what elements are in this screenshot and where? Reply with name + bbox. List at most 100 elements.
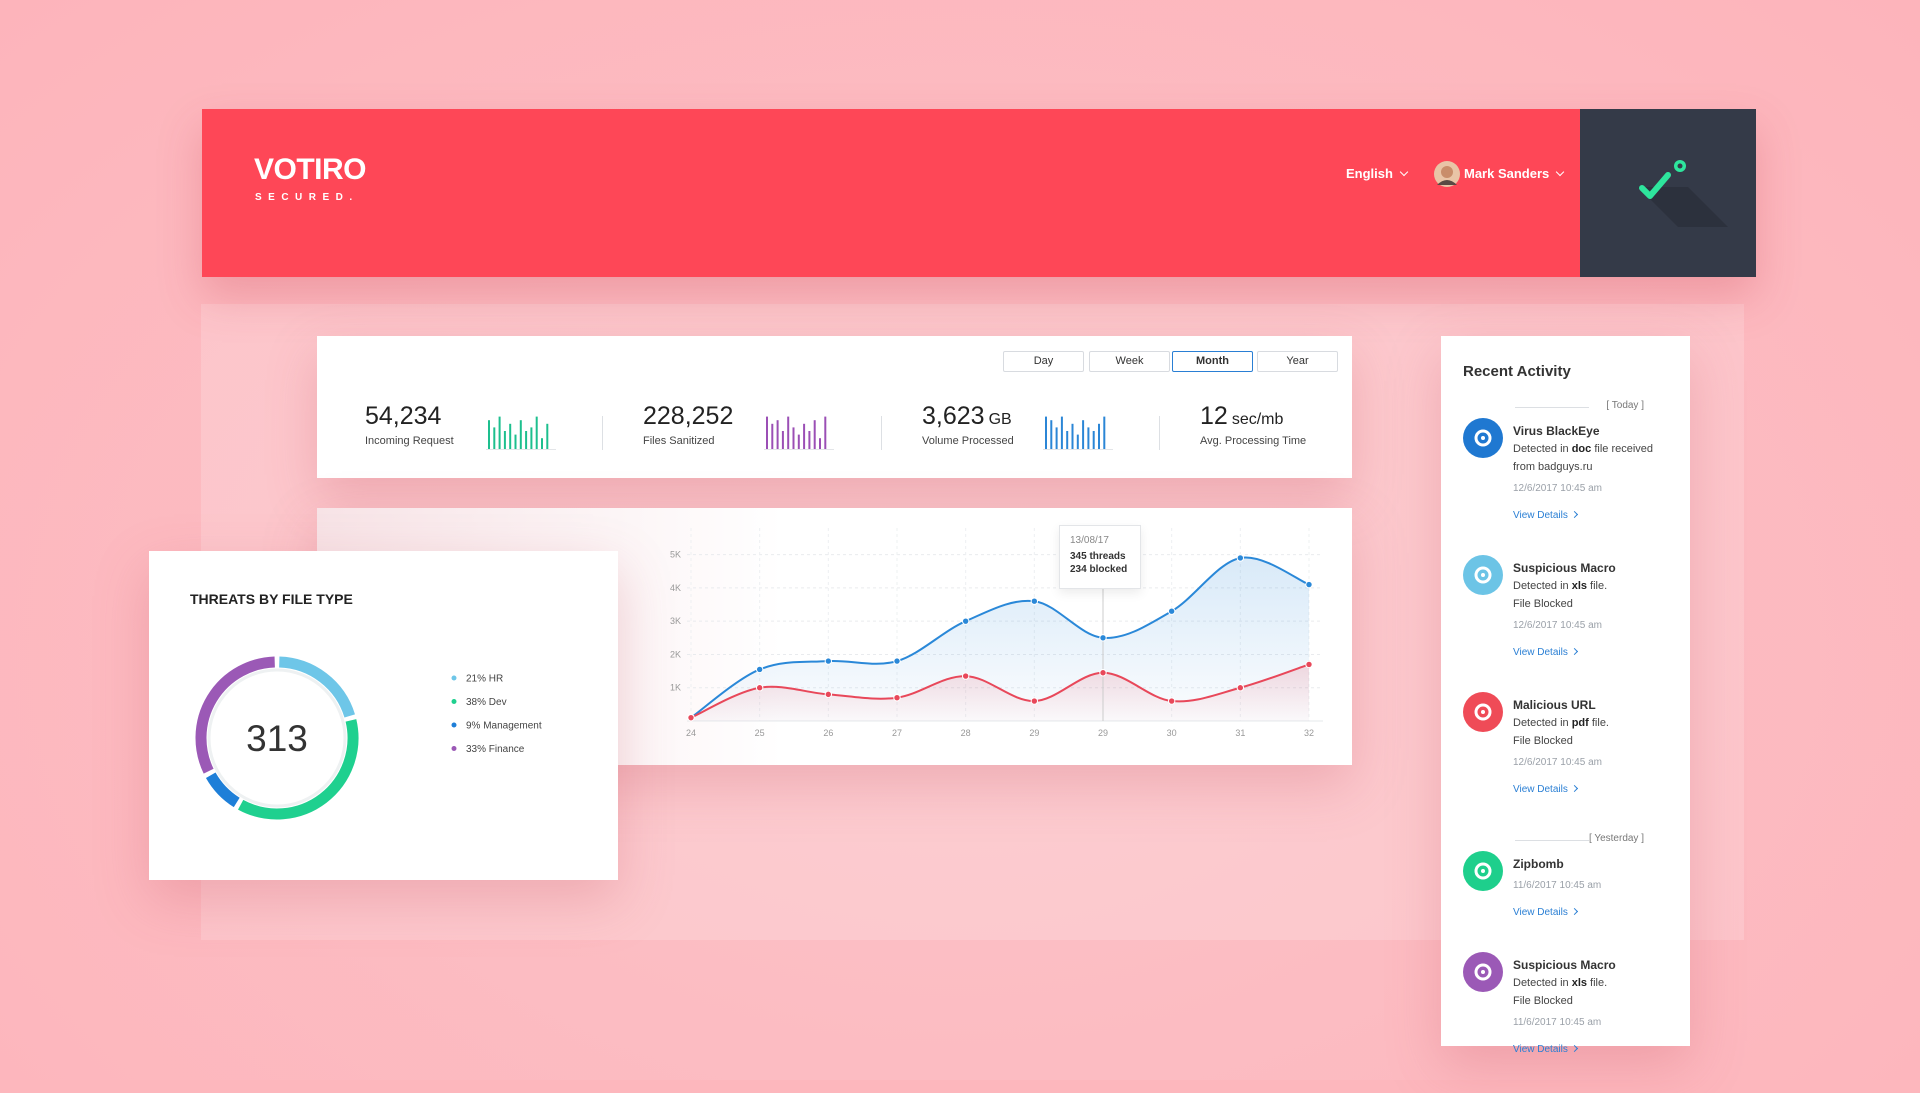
spark-bar [519, 420, 522, 449]
view-details-text: View Details [1513, 907, 1568, 918]
spark-bar [503, 431, 506, 449]
view-details[interactable]: View Details [1513, 507, 1673, 525]
data-point [893, 694, 901, 702]
item-date: 11/6/2017 10:45 am [1513, 880, 1602, 891]
glyph [1474, 429, 1492, 447]
legend-dot [451, 675, 457, 681]
stat-label: Avg. Processing Time [1200, 435, 1307, 447]
item-date: 12/6/2017 10:45 am [1513, 620, 1602, 631]
spark-bar [1045, 416, 1047, 449]
activity-item: Suspicious Macro Detected in xls file. Fil… [1463, 555, 1673, 662]
glyph [1481, 573, 1485, 577]
data-point [1236, 554, 1245, 562]
x-tick-label: 30 [1167, 728, 1177, 738]
data-point [1305, 660, 1313, 669]
x-tick-label: 27 [892, 728, 902, 738]
group-label: [ Yesterday ] [1463, 833, 1673, 855]
spark-bar [535, 416, 538, 449]
range-tab[interactable]: Week [1089, 351, 1170, 372]
activity-item: Virus BlackEye Detected in doc file recei… [1463, 418, 1673, 525]
activity-item: Zipbomb 11/6/2017 10:45 am View Details [1463, 851, 1673, 922]
view-details[interactable]: View Details [1513, 781, 1673, 799]
legend-dot [451, 699, 457, 704]
donut-chart: THREATS BY FILE TYPE 313 21% HR 38% Dev 9%… [190, 591, 542, 820]
glyph [1474, 566, 1492, 584]
spark-bar [1071, 423, 1074, 449]
item-title: Malicious URL [1513, 698, 1596, 712]
donut-segment [238, 719, 359, 820]
glyph [1474, 963, 1492, 981]
data-point [1167, 697, 1176, 705]
donut-segment [205, 772, 240, 808]
spark-bar [771, 423, 774, 449]
activity-item: Suspicious Macro Detected in xls file. Fil… [1463, 952, 1673, 1059]
description-part: doc [1571, 443, 1592, 455]
x-tick-label: 28 [961, 728, 971, 738]
series-line [690, 663, 1310, 719]
series-line [690, 556, 1310, 719]
chevron [1570, 907, 1578, 916]
donut-title: THREATS BY FILE TYPE [190, 591, 353, 607]
activity-item: Malicious URL Detected in pdf file. File B… [1463, 692, 1673, 799]
range-tabs: Day Week Month Year [317, 336, 1352, 376]
y-tick-label: 5K [670, 550, 681, 560]
logo-tagline: SECURED. [255, 192, 359, 203]
stat: 228,252 Files Sanitized [643, 402, 733, 447]
spark-bar [797, 434, 800, 449]
stat-unit: sec/mb [1231, 411, 1284, 428]
x-tick-label: 29 [1098, 728, 1108, 738]
spark-bar [781, 431, 784, 449]
tooltip-date: 13/08/17 [1070, 535, 1109, 546]
spark-bar [493, 427, 496, 449]
spark-bar [803, 423, 806, 449]
x-tick-label: 24 [686, 728, 696, 738]
spark-bar [1103, 416, 1106, 449]
donut-track [207, 668, 347, 808]
sparkline [764, 416, 834, 450]
range-tab[interactable]: Month [1172, 351, 1253, 372]
data-point [1167, 607, 1176, 615]
description-part: xls [1571, 977, 1587, 989]
item-title: Suspicious Macro [1513, 561, 1616, 575]
item-description: Detected in xls file. [1513, 974, 1663, 992]
item-title: Zipbomb [1513, 857, 1564, 871]
range-tab[interactable]: Day [1003, 351, 1084, 372]
spark-bar [1092, 431, 1095, 449]
spark-bar [766, 416, 768, 449]
range-tab[interactable]: Year [1257, 351, 1338, 372]
legend-label: 9% Management [466, 721, 542, 732]
data-point [1305, 580, 1313, 589]
tooltip-threads: 345 threads [1070, 551, 1126, 562]
spark-bar [1066, 431, 1069, 449]
user-name: Mark Sanders [1464, 166, 1550, 181]
glyph [1481, 436, 1485, 440]
icon-glyph [1474, 703, 1492, 721]
data-point [755, 684, 764, 692]
stat-value-row: 54,234 [365, 402, 454, 431]
avatar[interactable] [1434, 161, 1460, 187]
x-tick-label: 25 [755, 728, 765, 738]
spark-bar [525, 431, 528, 449]
view-details[interactable]: View Details [1513, 644, 1673, 662]
series-area [691, 664, 1309, 721]
separator [1159, 416, 1160, 450]
stat-value-row: 228,252 [643, 402, 733, 431]
view-details[interactable]: View Details [1513, 904, 1673, 922]
icon-glyph [1474, 429, 1492, 447]
series-area [691, 557, 1309, 721]
icon-glyph [1474, 566, 1492, 584]
glyph [1481, 970, 1485, 974]
activity-title: Recent Activity [1463, 363, 1571, 380]
spark-bar [787, 416, 790, 449]
spark-bar [813, 420, 816, 449]
view-details[interactable]: View Details [1513, 1041, 1673, 1059]
language-menu[interactable]: English [1346, 164, 1409, 184]
item-title: Virus BlackEye [1513, 424, 1600, 438]
stat-value: 228,252 [643, 402, 734, 430]
y-tick-label: 3K [670, 616, 681, 626]
user-menu[interactable]: Mark Sanders [1464, 164, 1565, 184]
spark-bar [530, 427, 533, 449]
item-description: Detected in doc file received from badgu… [1513, 440, 1663, 476]
spark-bar [541, 438, 543, 449]
spark-bar [1087, 427, 1090, 449]
